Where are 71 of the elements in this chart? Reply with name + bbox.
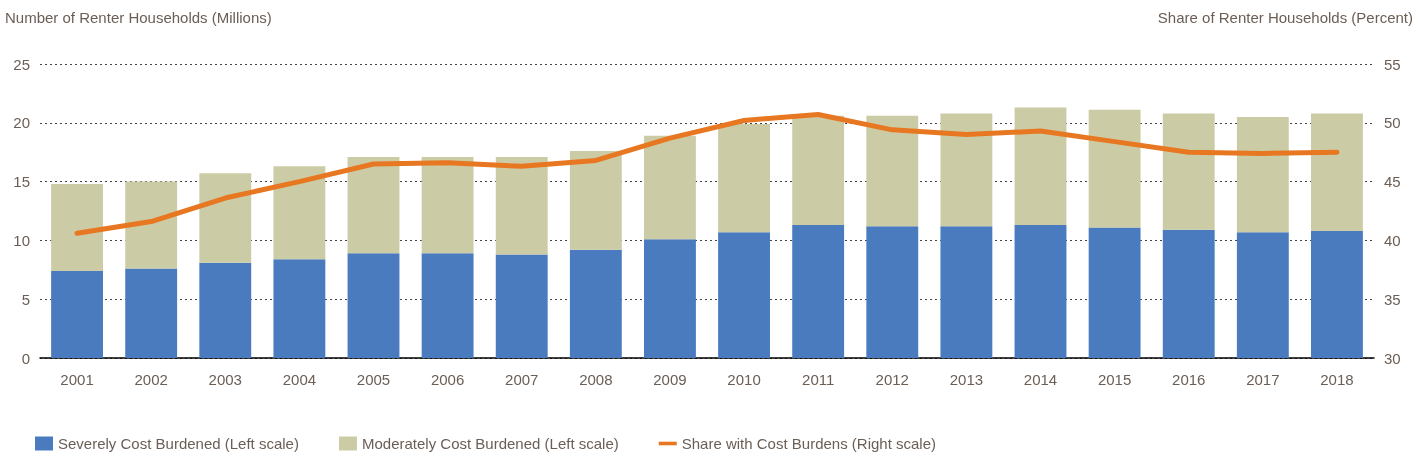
bar <box>866 226 919 358</box>
bar <box>940 113 993 227</box>
y2-tick-label: 45 <box>1384 173 1401 191</box>
x-tick-label: 2011 <box>802 371 835 388</box>
x-tick-label: 2015 <box>1097 371 1132 388</box>
bar <box>1014 225 1067 358</box>
legend-label: Severely Cost Burdened (Left scale) <box>58 435 299 452</box>
x-tick-label: 2008 <box>579 371 613 388</box>
bar <box>1162 113 1215 230</box>
bar <box>347 253 400 358</box>
x-tick-label: 2007 <box>505 371 539 388</box>
y-tick-label: 25 <box>13 55 30 73</box>
x-tick-label: 2004 <box>282 371 317 388</box>
bar <box>1088 227 1141 358</box>
x-tick-label: 2006 <box>430 371 465 388</box>
x-tick-label: 2002 <box>134 371 168 388</box>
bar <box>792 225 845 358</box>
y2-tick-label: 35 <box>1384 290 1401 308</box>
legend-label: Moderately Cost Burdened (Left scale) <box>361 435 619 452</box>
x-tick-label: 2003 <box>208 371 242 388</box>
bar <box>866 115 919 227</box>
bar <box>199 173 252 263</box>
bar <box>51 270 103 358</box>
x-tick-label: 2018 <box>1320 371 1354 388</box>
bar <box>51 183 103 271</box>
x-tick-label: 2017 <box>1246 371 1280 388</box>
bar <box>792 115 845 226</box>
legend-label: Share with Cost Burdens (Right scale) <box>681 435 937 452</box>
bar <box>495 156 548 255</box>
x-tick-label: 2005 <box>356 371 391 388</box>
bar <box>1014 107 1067 226</box>
y-tick-label: 5 <box>21 290 30 308</box>
bar <box>940 226 993 358</box>
bar <box>644 239 696 358</box>
bar <box>718 232 770 358</box>
x-tick-label: 2001 <box>60 371 94 388</box>
bar <box>1311 230 1363 358</box>
bar <box>199 262 252 358</box>
x-tick-label: 2014 <box>1023 371 1058 388</box>
bar <box>273 259 326 358</box>
x-tick-label: 2013 <box>949 371 984 388</box>
y2-axis-title: Share of Renter Households (Percent) <box>1157 9 1414 26</box>
y-tick-label: 10 <box>13 231 30 249</box>
bar <box>1162 229 1215 358</box>
bar <box>1236 116 1289 233</box>
x-tick-label: 2016 <box>1172 371 1206 388</box>
y2-tick-label: 50 <box>1384 114 1401 132</box>
bar <box>273 166 326 260</box>
bar <box>718 123 770 233</box>
bar <box>569 151 622 250</box>
bar <box>1236 232 1289 358</box>
bar <box>644 135 696 240</box>
x-tick-label: 2012 <box>875 371 909 388</box>
bar <box>569 249 622 358</box>
bar <box>421 253 474 358</box>
bar <box>347 156 400 254</box>
y2-tick-label: 55 <box>1384 55 1401 73</box>
y-tick-label: 15 <box>13 173 30 191</box>
y2-tick-label: 30 <box>1384 349 1401 367</box>
y2-tick-label: 40 <box>1384 231 1401 249</box>
bar <box>421 156 474 254</box>
y-tick-label: 20 <box>13 114 30 132</box>
bar <box>125 268 178 358</box>
y-tick-label: 0 <box>21 349 30 367</box>
x-tick-label: 2009 <box>653 371 687 388</box>
bar <box>125 181 178 269</box>
x-tick-label: 2010 <box>727 371 761 388</box>
y-axis-title: Number of Renter Households (Millions) <box>5 9 272 26</box>
bar <box>1311 113 1363 231</box>
bar <box>495 254 548 358</box>
bar <box>1088 109 1141 228</box>
